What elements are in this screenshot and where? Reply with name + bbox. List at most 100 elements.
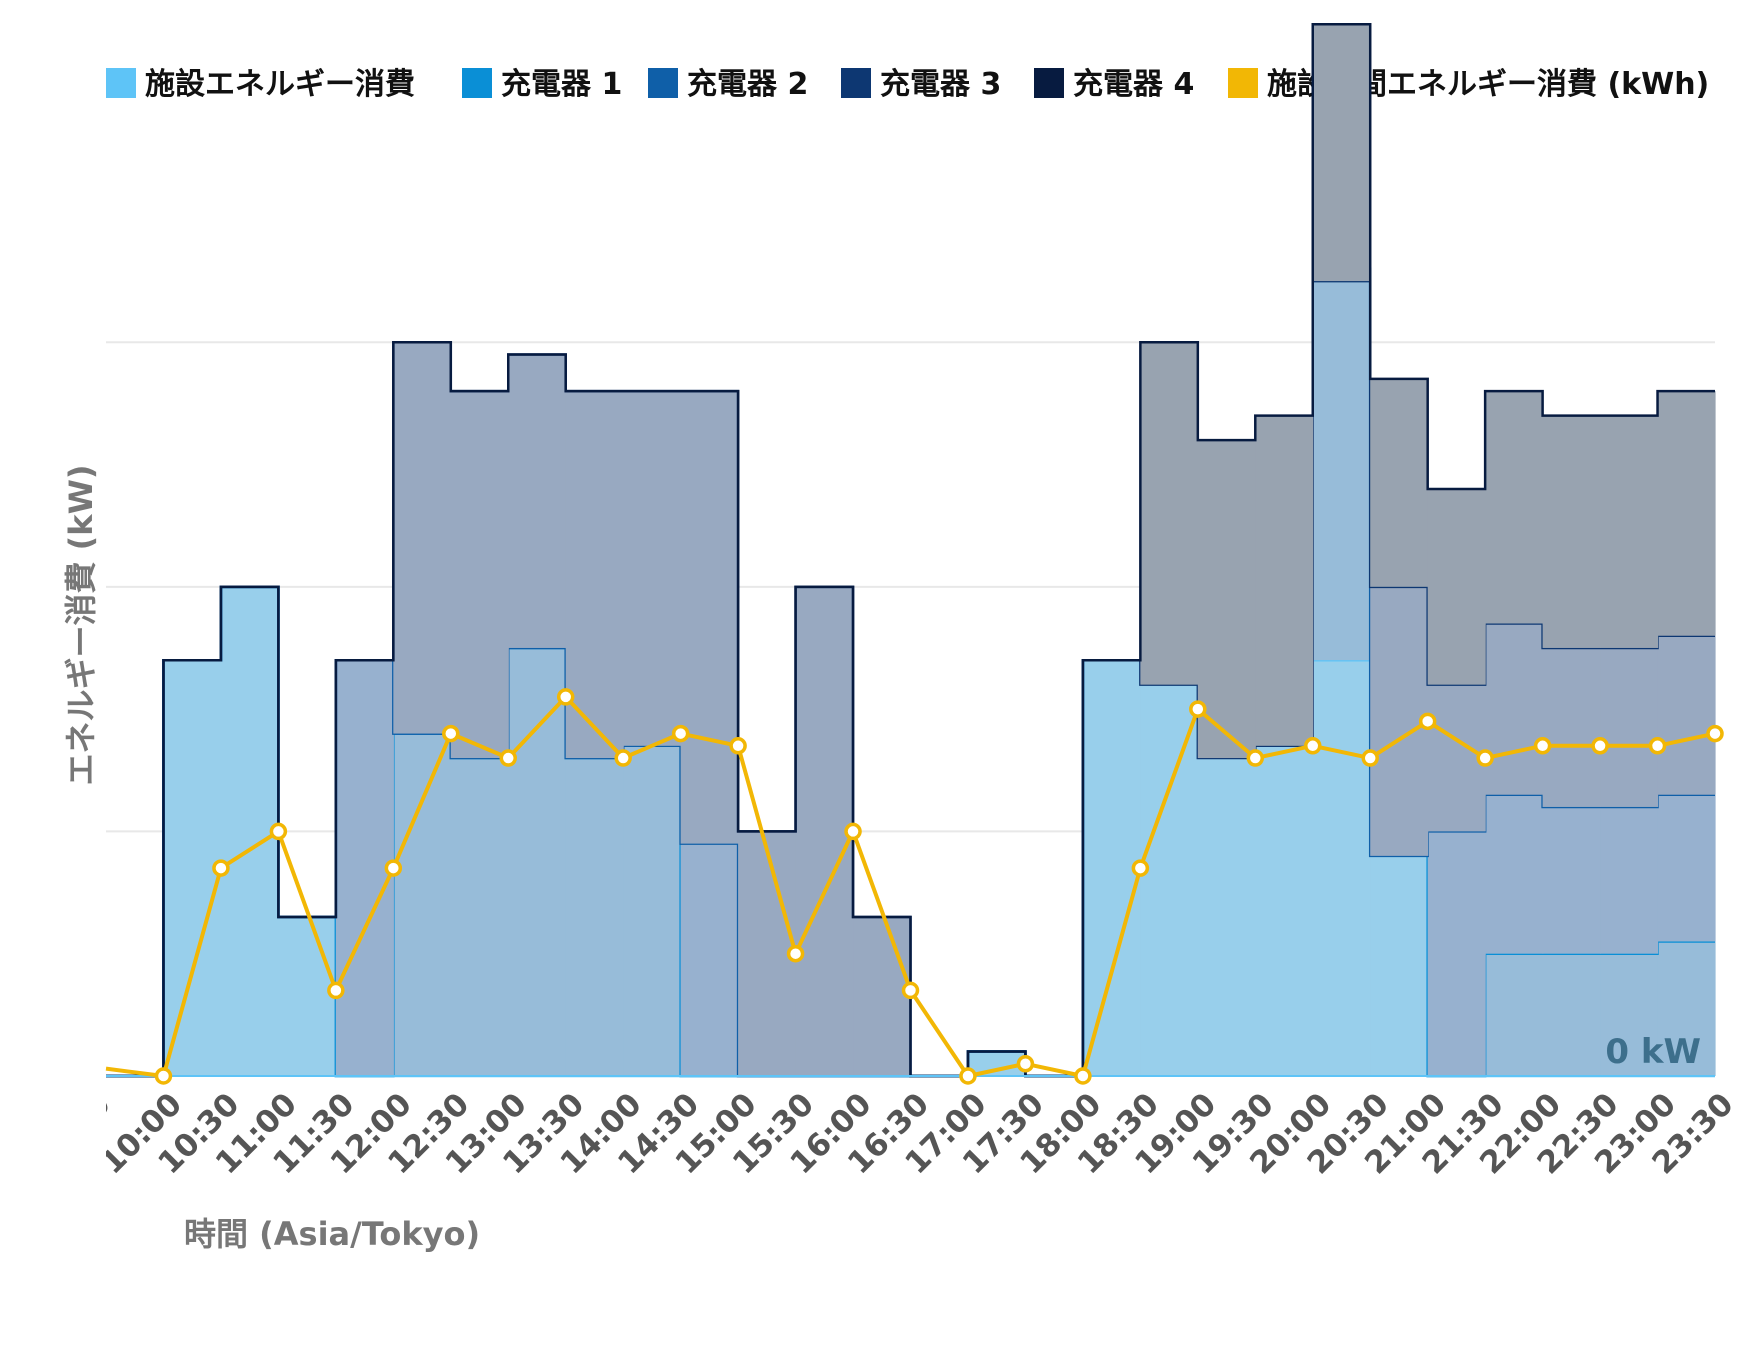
line-point[interactable] xyxy=(556,688,575,706)
area-segment xyxy=(508,354,567,648)
line-point[interactable] xyxy=(1361,749,1379,767)
area-segment xyxy=(1485,391,1544,624)
legend-swatch xyxy=(841,68,871,98)
area-series xyxy=(106,267,1716,1078)
line-point[interactable] xyxy=(1591,737,1609,755)
legend-swatch xyxy=(1228,68,1258,98)
legend-swatch xyxy=(106,68,136,98)
line-point[interactable] xyxy=(1304,737,1322,755)
area-segment xyxy=(1542,647,1601,807)
area-segment xyxy=(623,745,682,1076)
area-segment xyxy=(565,391,624,759)
legend-item[interactable]: 充電器 4 xyxy=(1034,67,1194,102)
area-segment xyxy=(1427,831,1486,1076)
legend-item[interactable]: 施設時間エネルギー消費 (kWh) xyxy=(1228,67,1709,102)
line-point[interactable] xyxy=(384,859,403,877)
legend-item[interactable]: 施設エネルギー消費 xyxy=(106,67,415,102)
line-point[interactable] xyxy=(1476,749,1494,767)
area-segment xyxy=(163,660,222,1076)
area-segment xyxy=(335,660,394,1076)
area-segment xyxy=(1600,415,1659,648)
area-segment xyxy=(623,391,682,746)
unit-badge: 0 kW xyxy=(1605,1032,1701,1072)
area-segment xyxy=(1542,806,1601,954)
legend-label: 施設エネルギー消費 xyxy=(145,67,415,102)
area-segment xyxy=(1312,660,1371,1076)
legend-swatch xyxy=(1034,68,1064,98)
area-segment xyxy=(220,586,279,1076)
area-segment xyxy=(1657,635,1716,795)
area-segment xyxy=(1657,391,1716,636)
line-point[interactable] xyxy=(1648,737,1667,755)
line-point[interactable] xyxy=(729,737,747,755)
area-segment xyxy=(1657,941,1716,1076)
legend-item[interactable]: 充電器 1 xyxy=(462,67,622,102)
area-segment xyxy=(1657,794,1716,942)
legend-item[interactable]: 充電器 3 xyxy=(841,67,1001,102)
line-point[interactable] xyxy=(442,724,460,743)
line-point[interactable] xyxy=(671,724,690,743)
area-segment xyxy=(450,758,509,1076)
line-point[interactable] xyxy=(1189,700,1207,718)
y-axis-title: エネルギー消費 (kW) xyxy=(62,465,100,786)
legend-label: 充電器 1 xyxy=(501,67,622,102)
area-segment xyxy=(1485,623,1544,795)
area-segment xyxy=(1312,268,1371,661)
line-point[interactable] xyxy=(1131,859,1150,877)
line-point[interactable] xyxy=(901,981,920,1000)
line-point[interactable] xyxy=(212,859,230,877)
area-segment xyxy=(1542,953,1601,1076)
line-point[interactable] xyxy=(154,1067,173,1085)
line-point[interactable] xyxy=(1246,749,1265,767)
line-point[interactable] xyxy=(844,822,862,841)
area-segment xyxy=(795,586,854,1076)
area-segment xyxy=(1600,647,1659,807)
area-segment xyxy=(1600,953,1659,1076)
area-segment xyxy=(1542,415,1601,648)
legend-label: 充電器 2 xyxy=(687,67,808,102)
area-segment xyxy=(1140,342,1199,685)
area-segment xyxy=(1427,684,1486,832)
line-point[interactable] xyxy=(1016,1055,1035,1073)
x-tick-labels: 9:3010:0010:3011:0011:3012:0012:3013:001… xyxy=(38,1086,1741,1181)
legend-label: 充電器 4 xyxy=(1073,67,1194,102)
area-series xyxy=(106,585,1715,1078)
area-segment xyxy=(1485,953,1544,1076)
area-segment xyxy=(393,342,452,734)
line-point[interactable] xyxy=(1418,712,1437,731)
area-segment xyxy=(1427,488,1486,685)
line-point[interactable] xyxy=(1706,724,1724,743)
line-point[interactable] xyxy=(499,749,517,767)
line-point[interactable] xyxy=(614,749,632,767)
area-segment xyxy=(680,391,739,844)
area-segment xyxy=(1312,24,1371,282)
area-segment xyxy=(1485,794,1544,954)
legend: 施設エネルギー消費 充電器 1 充電器 2 充電器 3 充電器 4 施設時間エネルギー消費… xyxy=(106,67,1709,102)
line-point[interactable] xyxy=(1533,737,1552,755)
line-point[interactable] xyxy=(786,944,805,963)
stacked-step-areas xyxy=(106,23,1716,1078)
legend-swatch xyxy=(648,68,678,98)
area-segment xyxy=(508,647,567,1076)
area-segment xyxy=(565,758,624,1076)
area-segment xyxy=(680,843,739,1076)
hourly-energy-line xyxy=(105,688,1724,1085)
area-segment xyxy=(1600,806,1659,954)
area-segment xyxy=(1197,440,1256,759)
x-tick-label: 9:30 xyxy=(38,1086,118,1166)
legend-item[interactable]: 充電器 2 xyxy=(648,67,808,102)
x-axis-title: 時間 (Asia/Tokyo) xyxy=(184,1215,480,1253)
line-point[interactable] xyxy=(269,822,288,841)
line-point[interactable] xyxy=(959,1067,977,1085)
area-segment xyxy=(1082,660,1141,1076)
area-segment xyxy=(278,917,337,1076)
area-segment xyxy=(393,733,452,1076)
area-segment xyxy=(450,391,509,759)
line-point[interactable] xyxy=(327,981,345,1000)
area-series xyxy=(106,23,1716,1078)
area-segment xyxy=(738,831,797,1076)
area-segment xyxy=(1370,586,1429,856)
line-point[interactable] xyxy=(1074,1067,1092,1085)
legend-swatch xyxy=(462,68,492,98)
